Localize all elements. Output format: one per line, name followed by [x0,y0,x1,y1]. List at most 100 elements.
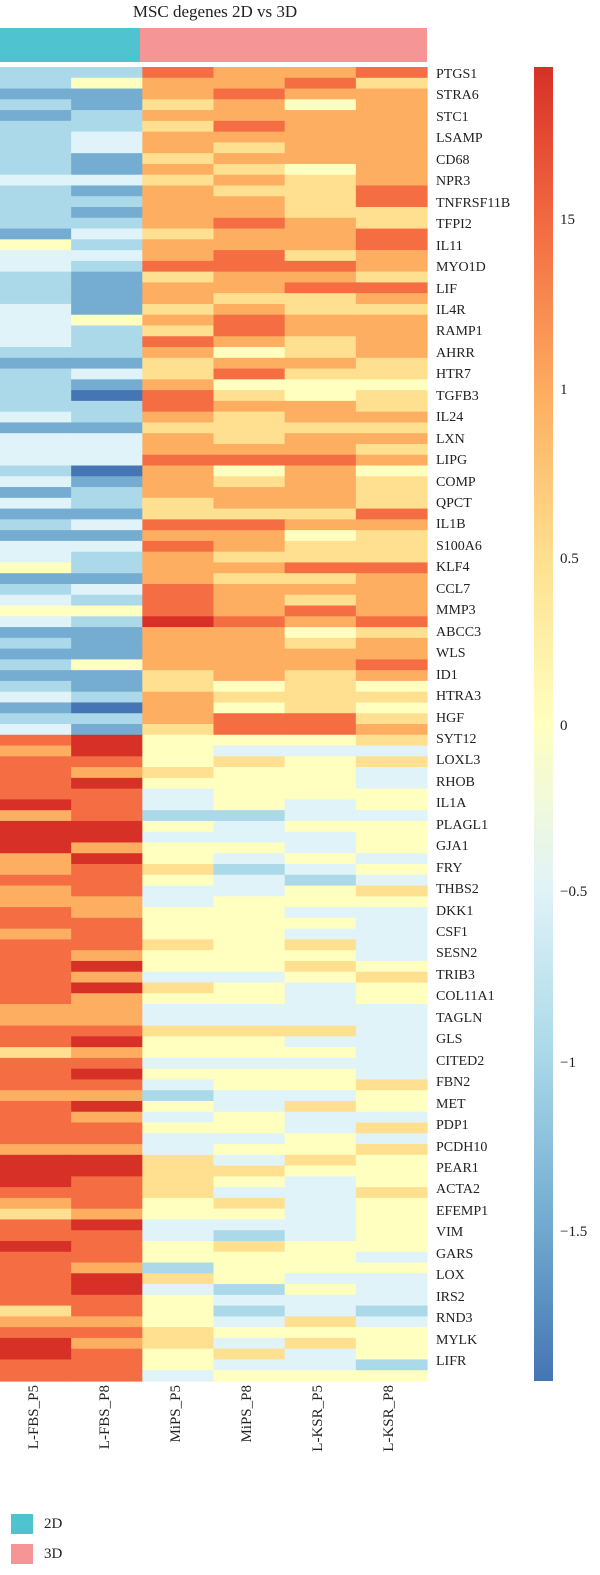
heatmap-cell [0,1057,72,1070]
heatmap-cell [284,142,357,154]
heatmap-cell [284,390,357,402]
heatmap-cell [213,1327,286,1339]
heatmap-cell [142,1359,215,1371]
gene-label: IL4R [436,302,466,318]
heatmap-cell [142,422,215,434]
heatmap-cell [284,864,357,876]
heatmap-cell [355,497,428,510]
heatmap-cell [213,142,286,154]
heatmap-cell [142,562,215,574]
gene-label: IL24 [436,410,464,426]
gene-label: TFPI2 [436,217,472,233]
heatmap-cell [71,960,143,973]
heatmap-cell [142,163,215,176]
heatmap-cell [284,1068,357,1081]
heatmap-cell [0,1079,72,1091]
heatmap-cell [142,1370,215,1382]
heatmap-cell [213,670,286,682]
heatmap-cell [213,1187,286,1199]
heatmap-cell [284,971,357,984]
gene-label: KLF4 [436,560,470,576]
heatmap-cell [284,1057,357,1070]
heatmap-cell [142,497,215,510]
heatmap-cell [71,400,143,413]
heatmap-cell [71,562,143,574]
heatmap-cell [213,680,286,693]
heatmap-cell [355,1068,428,1081]
heatmap-cell [213,594,286,607]
heatmap-cell [0,831,72,844]
heatmap-cell [355,260,428,273]
heatmap-cell [355,1327,428,1339]
heatmap-cell [213,314,286,327]
heatmap-cell [142,260,215,273]
heatmap-cell [71,88,143,100]
heatmap-cell [0,314,72,327]
heatmap-cell [355,713,428,725]
heatmap-cell [355,896,428,908]
heatmap-cell [71,228,143,240]
heatmap-cell [71,799,143,811]
heatmap-cell [213,497,286,510]
heatmap-cell [0,422,72,434]
heatmap-cell [0,1122,72,1134]
heatmap-cell [142,960,215,973]
heatmap-cell [213,864,286,876]
heatmap-cell [284,885,357,897]
heatmap-cell [0,433,72,445]
gene-label: MYO1D [436,260,486,276]
heatmap-cell [213,174,286,187]
heatmap-cell [284,691,357,704]
heatmap-cell [71,1090,143,1102]
heatmap-cell [71,648,143,660]
heatmap-cell [0,347,72,359]
colorbar-tick: 15 [560,212,575,228]
heatmap-cell [284,239,357,251]
heatmap-cell [142,357,215,370]
heatmap-cell [0,982,72,994]
heatmap-cell [142,1165,215,1177]
heatmap-cell [213,777,286,790]
heatmap-cell [355,476,428,488]
heatmap-cell [355,293,428,305]
heatmap-cell [355,282,428,294]
heatmap-cell [142,379,215,391]
heatmap-cell [355,1197,428,1210]
heatmap-cell [0,1327,72,1339]
heatmap-cell [213,767,286,779]
heatmap-cell [284,196,357,208]
heatmap-cell [0,820,72,833]
heatmap-cell [355,1111,428,1124]
heatmap-cell [71,885,143,897]
heatmap-cell [142,702,215,714]
heatmap-cell [71,487,143,499]
heatmap-cell [0,1133,72,1145]
heatmap-cell [142,400,215,413]
heatmap-cell [142,1122,215,1134]
heatmap-cell [71,260,143,273]
gene-label: LIPG [436,453,468,469]
heatmap-cell [355,605,428,617]
heatmap-cell [71,131,143,143]
gene-label: LIFR [436,1354,467,1369]
heatmap-cell [142,282,215,294]
heatmap-cell [213,282,286,294]
gene-label: GLS [436,1032,463,1048]
heatmap-cell [213,239,286,251]
heatmap-cell [284,562,357,574]
heatmap-cell [142,1079,215,1091]
heatmap-cell [142,885,215,897]
heatmap-cell [284,250,357,262]
heatmap-cell [0,670,72,682]
heatmap-cell [142,110,215,122]
heatmap-cell [142,476,215,488]
heatmap-cell [355,917,428,930]
heatmap-cell [142,174,215,187]
heatmap-cell [71,864,143,876]
heatmap-cell [213,250,286,262]
heatmap-cell [355,314,428,327]
heatmap-cell [284,1036,357,1048]
heatmap-cell [355,465,428,477]
heatmap-cell [71,1197,143,1210]
heatmap-cell [213,1047,286,1059]
